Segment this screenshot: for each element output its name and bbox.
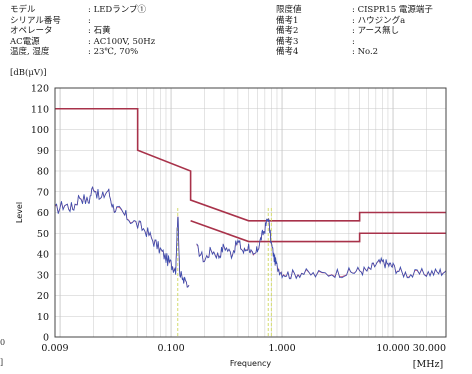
header-key: AC電源 [10, 36, 40, 47]
measurement-trace [196, 218, 447, 280]
header-value: : 石黄 [88, 26, 111, 37]
header-key: モデル [10, 5, 36, 15]
side-fragment: 0 [0, 338, 6, 347]
y-tick-label: 100 [31, 125, 49, 136]
header-value: : CISPR15 電源端子 [352, 5, 433, 15]
header-value: : ハウジングa [352, 15, 406, 26]
y-axis-ticks: 0 10 20 30 40 50 60 70 80 90 100 110 120 [31, 84, 49, 344]
header-left-keys: モデル シリアル番号 オペレータ AC電源 温度, 湿度 [10, 5, 61, 58]
header-value: : AC100V, 50Hz [88, 36, 156, 47]
x-axis-title: Frequency [230, 359, 272, 368]
measurement-trace [196, 217, 447, 279]
header-value: : 23℃, 70% [88, 47, 139, 58]
header-right-values: : CISPR15 電源端子 : ハウジングa : アース無し : : No.2 [352, 5, 433, 58]
header-key: 限度値 [276, 5, 302, 15]
limit-line [190, 220, 446, 243]
limit-line [55, 107, 446, 222]
y-axis-title: Level [15, 202, 24, 223]
limit-lines [55, 107, 446, 243]
header-key: 備考2 [276, 26, 299, 37]
x-axis-ticks: 0.009 0.100 1.000 10.000 30.000 [41, 343, 446, 354]
side-fragment: ] [0, 358, 4, 367]
y-tick-label: 50 [37, 229, 49, 240]
header-key: 温度, 湿度 [10, 47, 50, 58]
y-tick-label: 10 [37, 312, 49, 323]
x-tick-label: 0.100 [157, 343, 184, 354]
header-left-values: : LEDランプ① : : 石黄 : AC100V, 50Hz : 23℃, 7… [88, 5, 155, 58]
y-tick-label: 30 [37, 270, 49, 281]
y-tick-label: 60 [37, 208, 49, 219]
header-key: オペレータ [10, 26, 53, 37]
header-value: : [352, 36, 355, 47]
header-key: 備考4 [276, 47, 299, 58]
header-value: : LEDランプ① [88, 5, 146, 15]
header-value: : [88, 15, 91, 26]
y-tick-label: 80 [37, 167, 49, 178]
y-tick-label: 0 [43, 333, 49, 344]
markers [177, 208, 272, 337]
measurement-trace [54, 186, 190, 288]
header-key: シリアル番号 [10, 15, 61, 26]
x-tick-label: 1.000 [268, 343, 295, 354]
header-value: : No.2 [352, 47, 379, 58]
y-tick-label: 70 [37, 187, 49, 198]
y-tick-label: 120 [31, 84, 49, 95]
x-tick-label: 10.000 [376, 343, 409, 354]
header-key: 備考3 [276, 36, 299, 47]
header-right-keys: 限度値 備考1 備考2 備考3 備考4 [276, 5, 302, 58]
header-key: 備考1 [276, 15, 299, 26]
y-tick-label: 90 [37, 146, 49, 157]
measurement-traces [54, 185, 447, 288]
measurement-trace [54, 185, 190, 288]
plot-frame [54, 87, 447, 338]
y-tick-label: 110 [31, 104, 49, 115]
x-tick-label: 0.009 [41, 343, 68, 354]
y-unit-label: [dB(μV)] [10, 68, 47, 78]
x-axis-unit: [MHz] [413, 359, 443, 370]
y-tick-label: 20 [37, 291, 49, 302]
x-tick-label: 30.000 [413, 343, 446, 354]
header-value: : アース無し [352, 26, 400, 37]
y-tick-label: 40 [37, 250, 49, 261]
